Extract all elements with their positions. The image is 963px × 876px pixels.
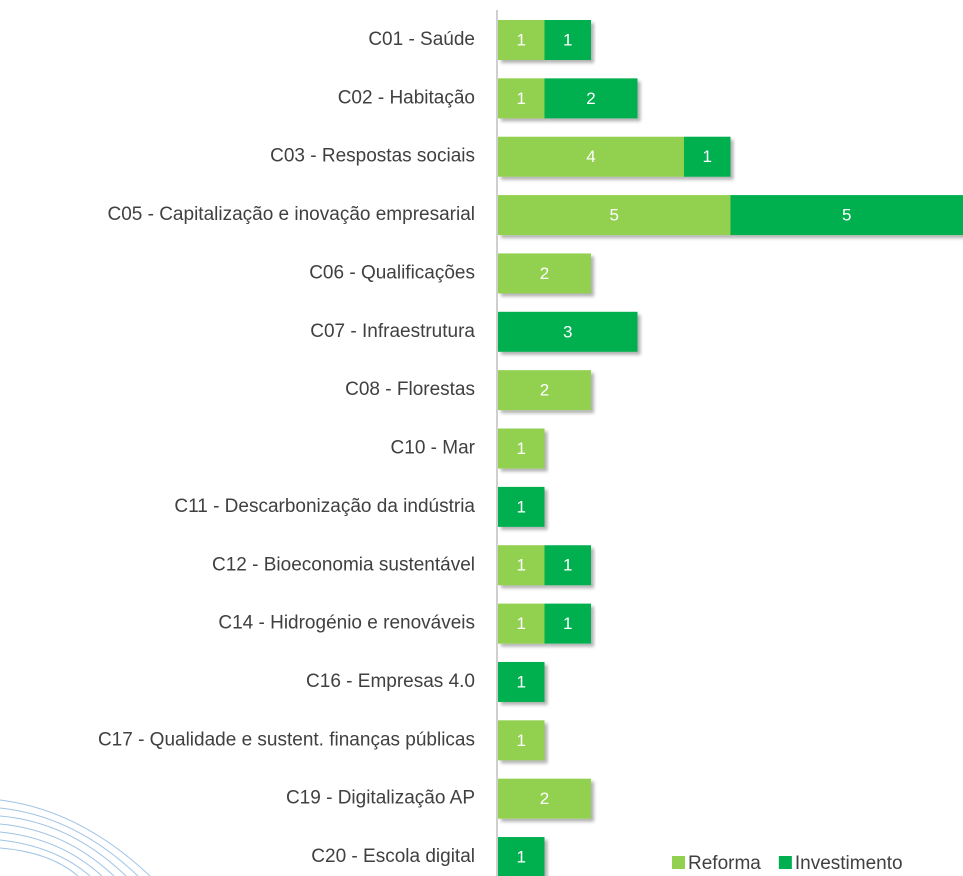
- category-label: C11 - Descarbonização da indústria: [174, 496, 475, 517]
- category-label: C20 - Escola digital: [311, 846, 475, 867]
- value-label: 1: [517, 731, 526, 750]
- decoration: [0, 800, 150, 876]
- value-label: 1: [517, 89, 526, 108]
- category-label: C03 - Respostas sociais: [270, 146, 475, 167]
- value-label: 4: [586, 147, 595, 166]
- value-label: 1: [517, 614, 526, 633]
- legend-label: Reforma: [688, 853, 761, 874]
- category-label: C05 - Capitalização e inovação empresari…: [107, 204, 475, 225]
- value-label: 2: [540, 381, 549, 400]
- value-label: 1: [563, 614, 572, 633]
- page: {"chart_data": {"type": "stacked-barh", …: [0, 0, 963, 876]
- value-label: 2: [540, 789, 549, 808]
- category-label: C01 - Saúde: [368, 29, 475, 50]
- category-label: C17 - Qualidade e sustent. finanças públ…: [98, 729, 475, 750]
- category-label: C08 - Florestas: [345, 379, 475, 400]
- category-label: C10 - Mar: [391, 438, 476, 459]
- legend-swatch: [779, 856, 792, 869]
- category-label: C02 - Habitação: [338, 87, 475, 108]
- value-label: 2: [586, 89, 595, 108]
- value-label: 1: [517, 30, 526, 49]
- value-label: 5: [610, 206, 619, 225]
- legend-label: Investimento: [795, 853, 903, 874]
- chart: C01 - Saúde 1 1 C02 - Habitação 1 2 C03 - Resp…: [0, 0, 963, 876]
- category-label: C12 - Bioeconomia sustentável: [212, 554, 475, 575]
- value-label: 1: [517, 672, 526, 691]
- value-label: 1: [517, 556, 526, 575]
- value-label: 1: [563, 556, 572, 575]
- value-label: 1: [517, 848, 526, 867]
- category-label: C07 - Infraestrutura: [310, 321, 475, 342]
- value-label: 3: [563, 322, 572, 341]
- legend-swatch: [672, 856, 685, 869]
- value-label: 1: [703, 147, 712, 166]
- category-label: C14 - Hidrogénio e renováveis: [218, 613, 475, 634]
- value-label: 2: [540, 264, 549, 283]
- category-label: C19 - Digitalização AP: [286, 788, 475, 809]
- value-label: 1: [563, 30, 572, 49]
- category-label: C16 - Empresas 4.0: [306, 671, 475, 692]
- value-label: 1: [517, 439, 526, 458]
- category-label: C06 - Qualificações: [309, 262, 475, 283]
- value-label: 1: [517, 497, 526, 516]
- value-label: 5: [842, 206, 851, 225]
